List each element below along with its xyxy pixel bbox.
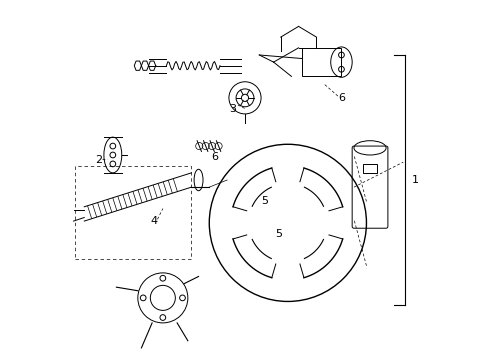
Text: 6: 6 (211, 152, 218, 162)
Text: 6: 6 (338, 93, 345, 103)
Text: 1: 1 (412, 175, 419, 185)
Text: 4: 4 (150, 216, 157, 226)
Bar (363, 164, 377, 173)
Text: 3: 3 (229, 104, 236, 113)
Text: 5: 5 (275, 229, 282, 239)
Text: 2: 2 (95, 156, 102, 165)
Text: 5: 5 (261, 197, 268, 206)
